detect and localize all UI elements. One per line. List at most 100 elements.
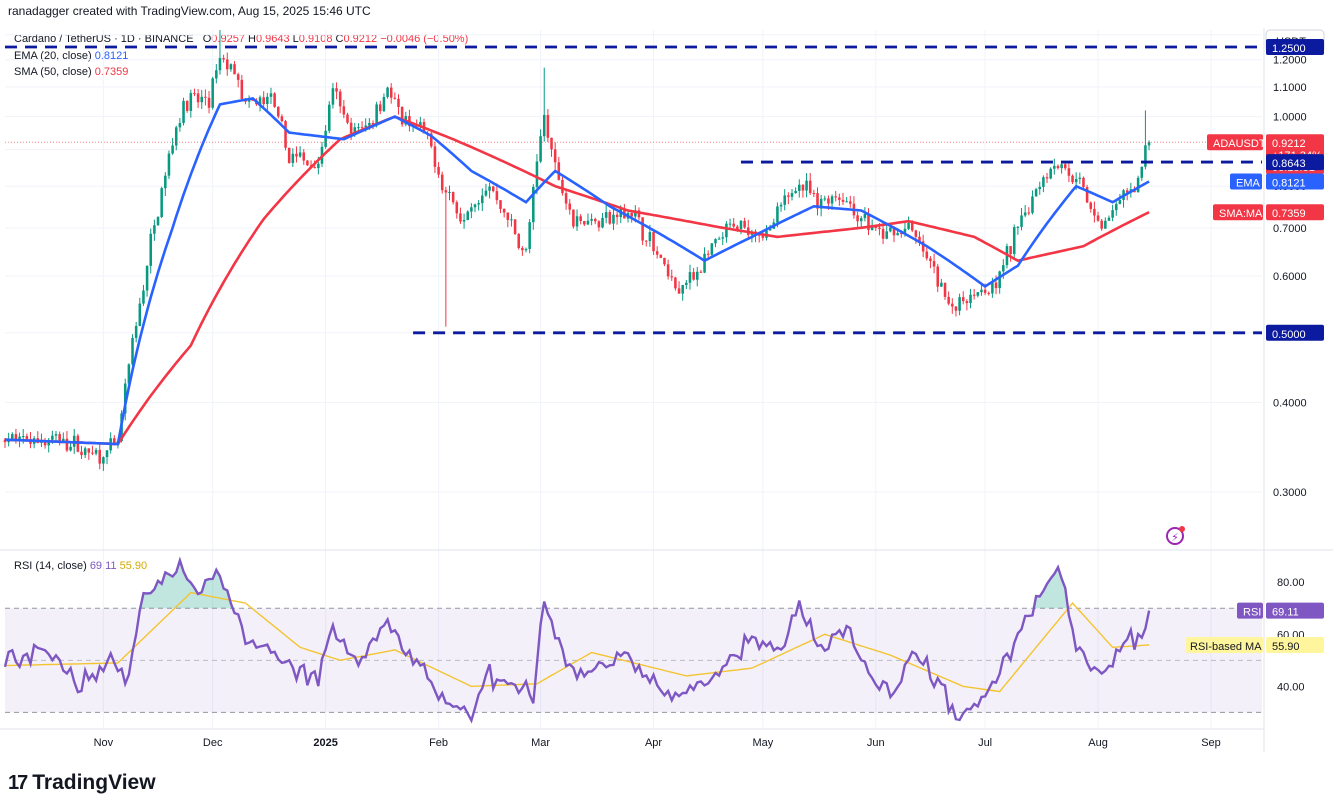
candle <box>743 217 746 229</box>
level-050-tag: 0.5000 <box>1266 324 1324 341</box>
candle-body <box>91 452 94 454</box>
rsi-value-tag-text: 69.11 <box>1272 607 1299 619</box>
rsi-legend-label: RSI (14, close) <box>14 560 87 572</box>
candle-body <box>382 97 386 112</box>
candle-body <box>845 201 848 203</box>
alert-bolt-icon[interactable]: ⚡ <box>1166 526 1185 545</box>
candle <box>466 210 469 221</box>
candle <box>1111 204 1114 222</box>
candle <box>1114 201 1118 216</box>
sma-name-tag-bg <box>1213 204 1263 221</box>
candle-body <box>688 272 692 283</box>
candle-body <box>812 193 816 195</box>
candle-body <box>776 206 779 223</box>
candle-body <box>783 195 786 205</box>
candle-body <box>612 214 615 224</box>
candle <box>532 184 535 230</box>
candle <box>477 200 480 211</box>
candle <box>440 171 444 194</box>
candle-body <box>634 210 637 217</box>
rsi-value-tag-bg <box>1266 602 1324 619</box>
candle-body <box>1056 165 1060 169</box>
candle-body <box>291 153 295 163</box>
candle <box>138 297 142 327</box>
candle-body <box>790 193 794 197</box>
candle-body <box>1085 187 1089 203</box>
candle <box>229 63 233 72</box>
candle-body <box>808 180 812 194</box>
candle-body <box>54 434 58 436</box>
candle <box>597 220 601 232</box>
time-tick-label: May <box>752 737 773 749</box>
candle-body <box>258 97 262 105</box>
time-tick-label: Nov <box>94 737 114 749</box>
candle <box>699 269 703 273</box>
candle <box>451 191 455 205</box>
candle <box>907 216 910 231</box>
candle-body <box>444 190 448 193</box>
candle <box>360 121 364 130</box>
candle-body <box>575 216 579 227</box>
candle <box>193 88 196 97</box>
candle <box>98 443 102 470</box>
symbol-tag-text: ADAUSDT <box>1213 138 1266 150</box>
candle-body <box>914 230 918 237</box>
candle <box>808 172 812 196</box>
candle <box>535 154 539 195</box>
candle-body <box>491 186 495 192</box>
candle-body <box>1096 215 1100 221</box>
candle <box>389 83 393 104</box>
candle <box>134 321 138 343</box>
candle-body <box>451 191 455 203</box>
candle-body <box>25 436 29 440</box>
candle-body <box>295 153 298 157</box>
candle-body <box>896 233 899 236</box>
candle-body <box>510 219 513 221</box>
candle <box>987 291 991 296</box>
open-label: O <box>202 33 212 45</box>
candle-body <box>561 179 564 194</box>
candle-body <box>714 239 717 244</box>
candle <box>269 87 273 104</box>
time-tick-label: Feb <box>429 737 448 749</box>
last-price-tag-text: 0.9212 <box>1272 138 1306 150</box>
candle <box>947 291 950 306</box>
candle <box>495 183 499 205</box>
candle-body <box>900 233 903 235</box>
candle <box>102 456 105 471</box>
candle-body <box>761 234 765 238</box>
candle <box>225 52 229 76</box>
candle <box>965 299 969 311</box>
candle <box>306 160 309 166</box>
candle-body <box>991 282 994 294</box>
candle <box>298 146 302 158</box>
candle <box>695 267 699 287</box>
tradingview-logo[interactable]: 17 TradingView <box>8 771 156 795</box>
candle-body <box>929 258 932 262</box>
candle <box>746 219 750 240</box>
candle <box>488 182 491 199</box>
candle-body <box>298 152 302 157</box>
candle-body <box>430 133 433 147</box>
candle-body <box>193 93 196 95</box>
candle-body <box>62 438 65 443</box>
candle <box>284 119 287 151</box>
candle-body <box>470 207 473 212</box>
candle-body <box>222 58 225 60</box>
candle <box>331 82 335 109</box>
candle-body <box>706 253 710 255</box>
candle <box>215 64 218 84</box>
candle-body <box>229 64 233 70</box>
candle <box>929 256 932 269</box>
candle <box>685 280 688 290</box>
candle <box>790 188 794 201</box>
candle-body <box>940 282 943 287</box>
candle <box>644 240 648 247</box>
candle <box>623 204 626 219</box>
candle <box>1049 167 1052 180</box>
candle <box>164 172 167 197</box>
candle-body <box>553 149 557 163</box>
candle-body <box>524 248 528 251</box>
candle-body <box>462 219 466 222</box>
